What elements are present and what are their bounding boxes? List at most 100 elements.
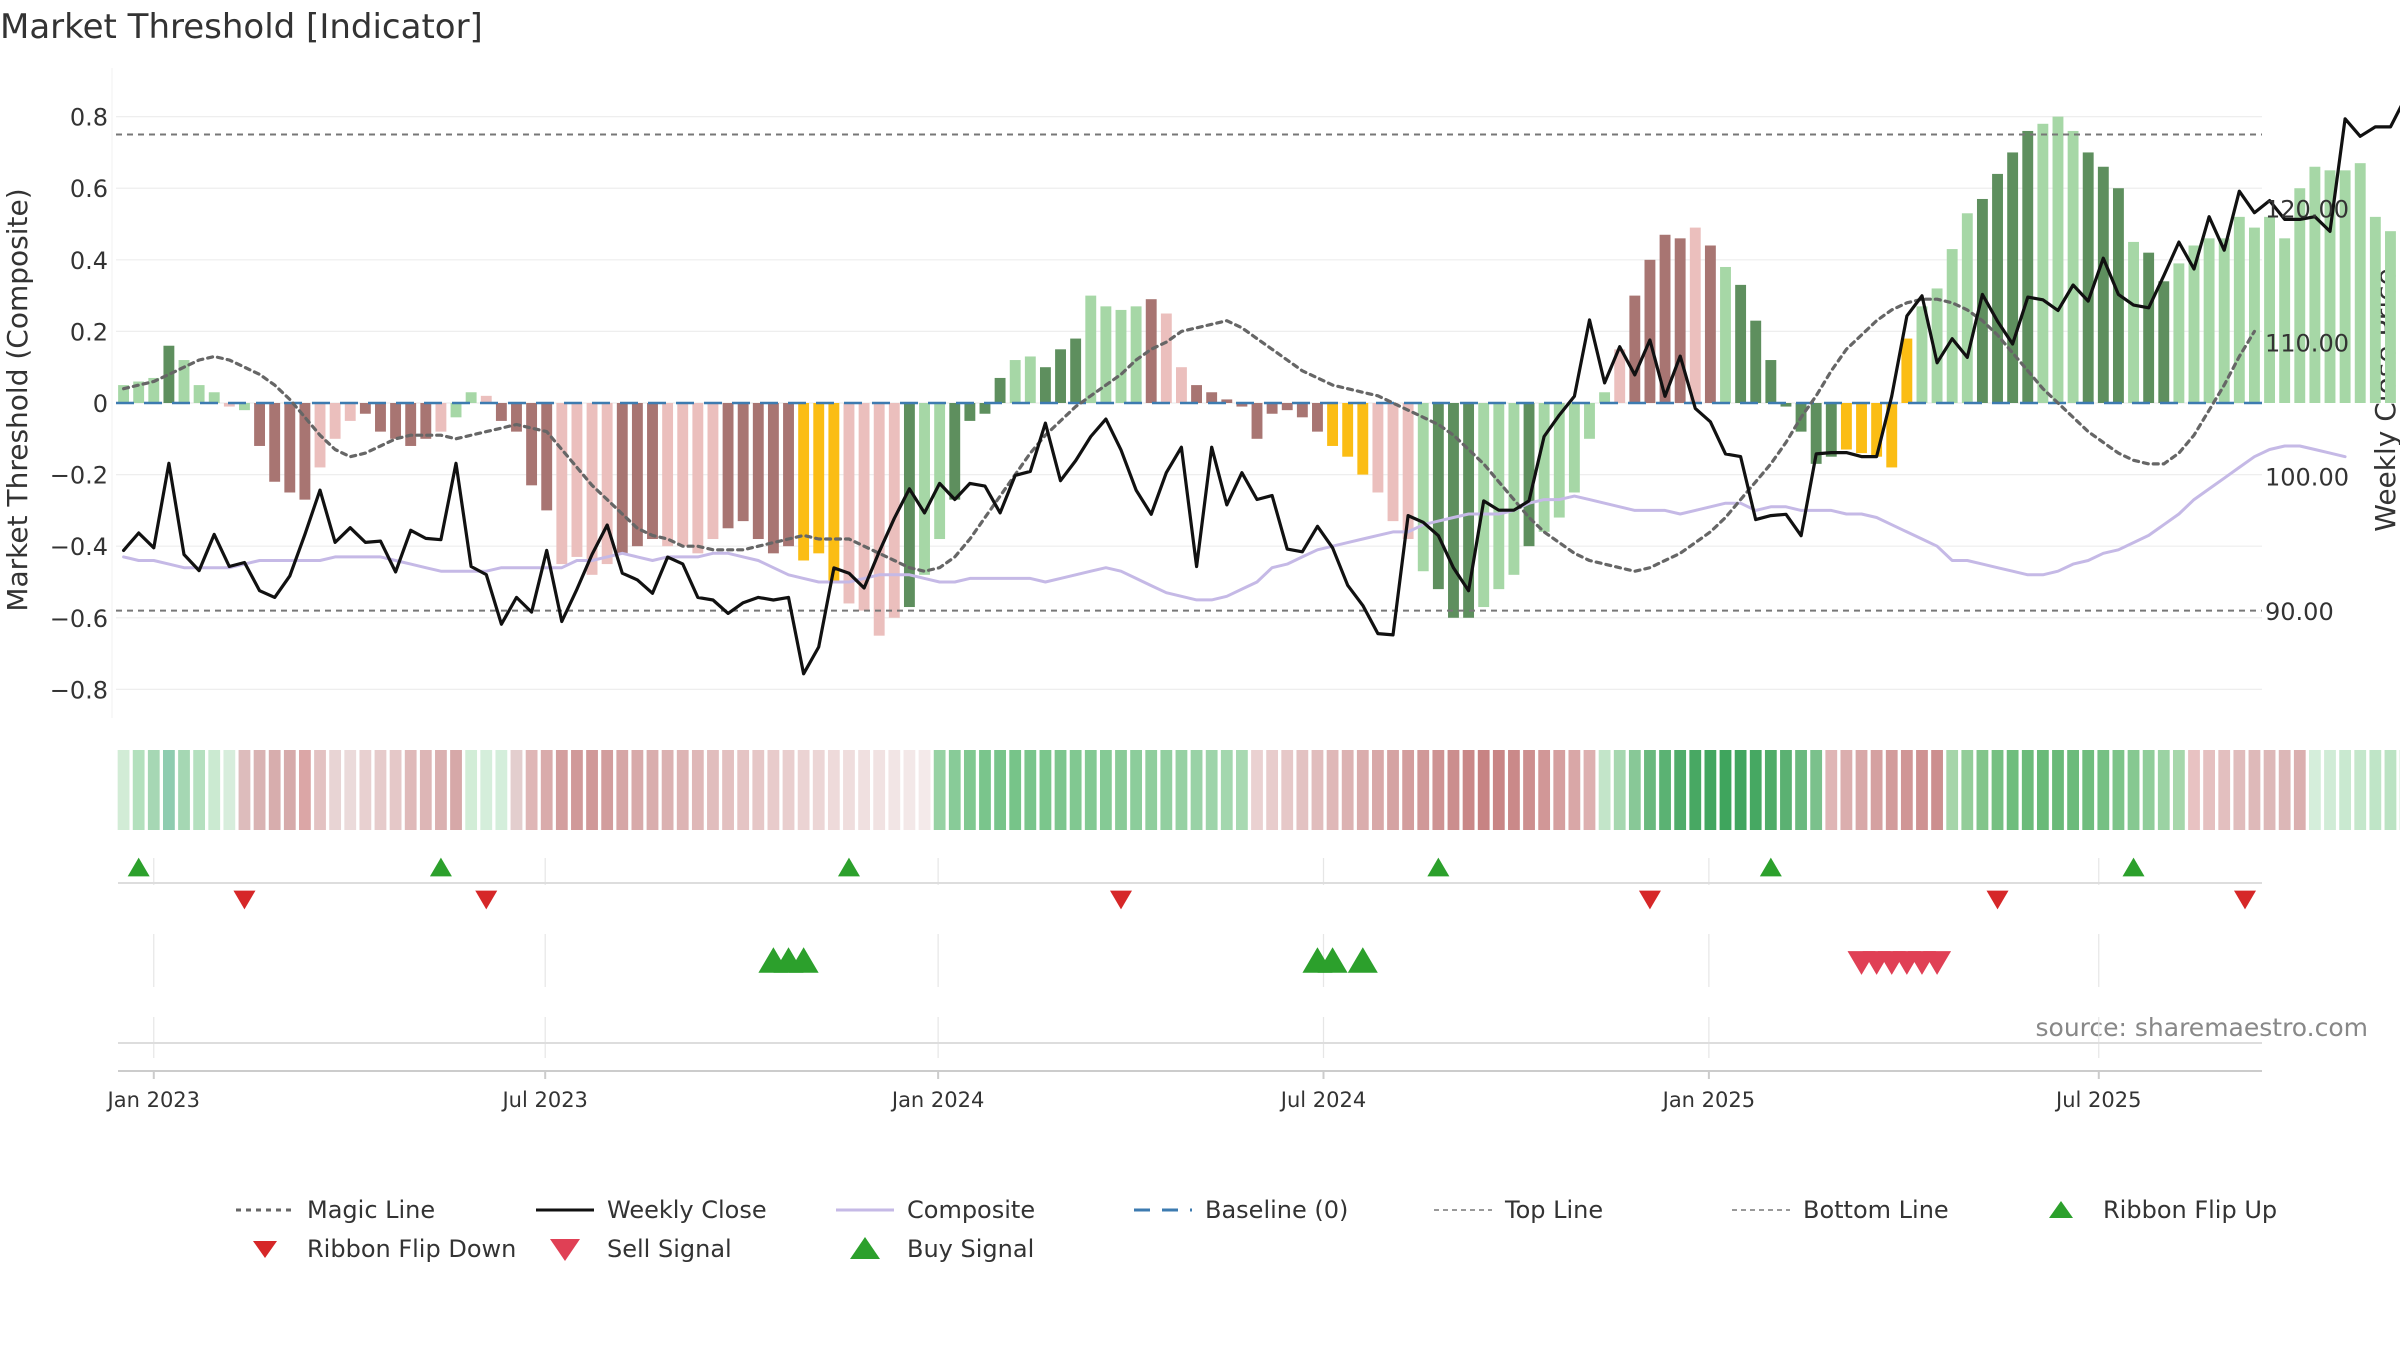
composite-bar <box>616 403 628 554</box>
composite-bar <box>480 395 492 403</box>
x-tick-label: Jul 2024 <box>1279 1088 1366 1112</box>
ribbon-cell <box>389 750 402 830</box>
composite-bar <box>1296 403 1308 418</box>
ribbon-flip-up-marker <box>837 857 860 877</box>
composite-bar <box>178 360 190 403</box>
ribbon-cell <box>722 750 734 830</box>
ribbon-cell <box>1855 750 1868 830</box>
signal-markers <box>127 857 2256 975</box>
ribbon-cell <box>465 750 478 830</box>
y-tick-label-left: 0 <box>93 390 108 418</box>
ribbon-cell <box>268 750 281 830</box>
legend-label: Top Line <box>1504 1196 1603 1224</box>
ribbon-cell <box>2052 750 2064 830</box>
ribbon-cell <box>1946 750 1959 830</box>
ribbon-cell <box>2218 750 2231 830</box>
buy-signal-marker <box>788 947 819 973</box>
composite-bar <box>284 403 296 493</box>
ribbon-cell <box>2233 750 2246 830</box>
composite-bar <box>1992 173 2003 403</box>
composite-bar <box>722 403 734 529</box>
magic-line <box>121 297 2256 573</box>
ribbon-cell <box>2324 750 2336 830</box>
y-tick-label-right: 110.00 <box>2265 330 2349 358</box>
ribbon-cell <box>1341 750 1354 830</box>
composite-bars <box>118 116 2396 636</box>
legend-label: Composite <box>907 1196 1035 1224</box>
ribbon-cell <box>616 750 629 830</box>
ribbon-cell <box>1689 750 1702 830</box>
composite-bar <box>1931 288 1943 403</box>
composite-bar <box>148 377 160 403</box>
ribbon-cell <box>1583 750 1596 830</box>
composite-bar <box>329 403 341 439</box>
ribbon-cell <box>1069 750 1082 830</box>
composite-bar <box>1327 403 1339 446</box>
ribbon-cell <box>601 750 614 830</box>
ribbon-cell <box>2263 750 2276 830</box>
composite-bar <box>435 403 447 432</box>
ribbon-cell <box>540 750 553 830</box>
ribbon-cell <box>918 750 931 830</box>
ribbon-cell <box>586 750 598 830</box>
chart-title: Market Threshold [Indicator] <box>0 7 483 47</box>
ribbon-flip-down-marker <box>1109 890 1132 910</box>
legend-label: Buy Signal <box>907 1235 1034 1263</box>
ribbon-cell <box>374 750 387 830</box>
composite-bar <box>873 403 885 636</box>
ribbon-cell <box>2384 750 2397 830</box>
composite-bar <box>2279 238 2291 403</box>
ribbon-cell <box>1991 750 2004 830</box>
ribbon-cell <box>903 750 916 830</box>
y-tick-label-left: 0.6 <box>70 175 108 203</box>
ribbon-cell <box>933 750 946 830</box>
composite-bar <box>1840 403 1852 450</box>
composite-bar <box>2052 116 2064 404</box>
x-tick-label: Jan 2023 <box>106 1088 201 1112</box>
y-tick-label-left: −0.6 <box>50 605 108 633</box>
composite-bar <box>1735 284 1747 403</box>
ribbon-cell <box>646 750 659 830</box>
ribbon-cell <box>1749 750 1762 830</box>
ribbon-cell <box>1523 750 1535 830</box>
ribbon-cell <box>1281 750 1294 830</box>
y-tick-label-left: 0.8 <box>70 104 108 132</box>
composite-bar <box>1100 306 1112 403</box>
composite-bar <box>1115 309 1127 403</box>
ribbon-cell <box>1492 750 1505 830</box>
composite-bar <box>2249 227 2260 403</box>
ribbon-cell <box>1326 750 1339 830</box>
composite-bar <box>1810 403 1822 464</box>
ribbon-cell <box>208 750 221 830</box>
composite-bar <box>1070 338 1082 403</box>
composite-bar <box>843 403 855 604</box>
ribbon-cell <box>132 750 145 830</box>
composite-bar <box>344 403 356 421</box>
ribbon-cell <box>1205 750 1218 830</box>
ribbon-cell <box>1644 750 1656 830</box>
composite-bar <box>1871 403 1883 457</box>
ribbon-cell <box>1236 750 1248 830</box>
composite-bar <box>1236 403 1248 407</box>
ribbon-cell <box>1674 750 1687 830</box>
ribbon-flip-down-marker <box>1986 890 2009 910</box>
composite-bar <box>1085 295 1097 403</box>
sell-signal-marker <box>1923 951 1952 975</box>
ribbon-cell <box>571 750 583 830</box>
ribbon-cell <box>1900 750 1913 830</box>
ribbon-cell <box>299 750 311 830</box>
composite-bar <box>1312 403 1323 432</box>
ribbon-cell <box>2278 750 2291 830</box>
ribbon-cell <box>1825 750 1838 830</box>
ribbon-cell <box>888 750 901 830</box>
ribbon-cell <box>1266 750 1279 830</box>
composite-bar <box>2143 252 2155 403</box>
composite-bar <box>949 403 961 500</box>
ribbon-cell <box>1976 750 1989 830</box>
composite-bar <box>1039 367 1051 403</box>
composite-bar <box>2369 216 2381 403</box>
ribbon-cell <box>1840 750 1853 830</box>
legend-symbol-ribbon-flip-down <box>253 1241 277 1258</box>
ribbon-cell <box>495 750 508 830</box>
composite-bar <box>2022 130 2034 404</box>
